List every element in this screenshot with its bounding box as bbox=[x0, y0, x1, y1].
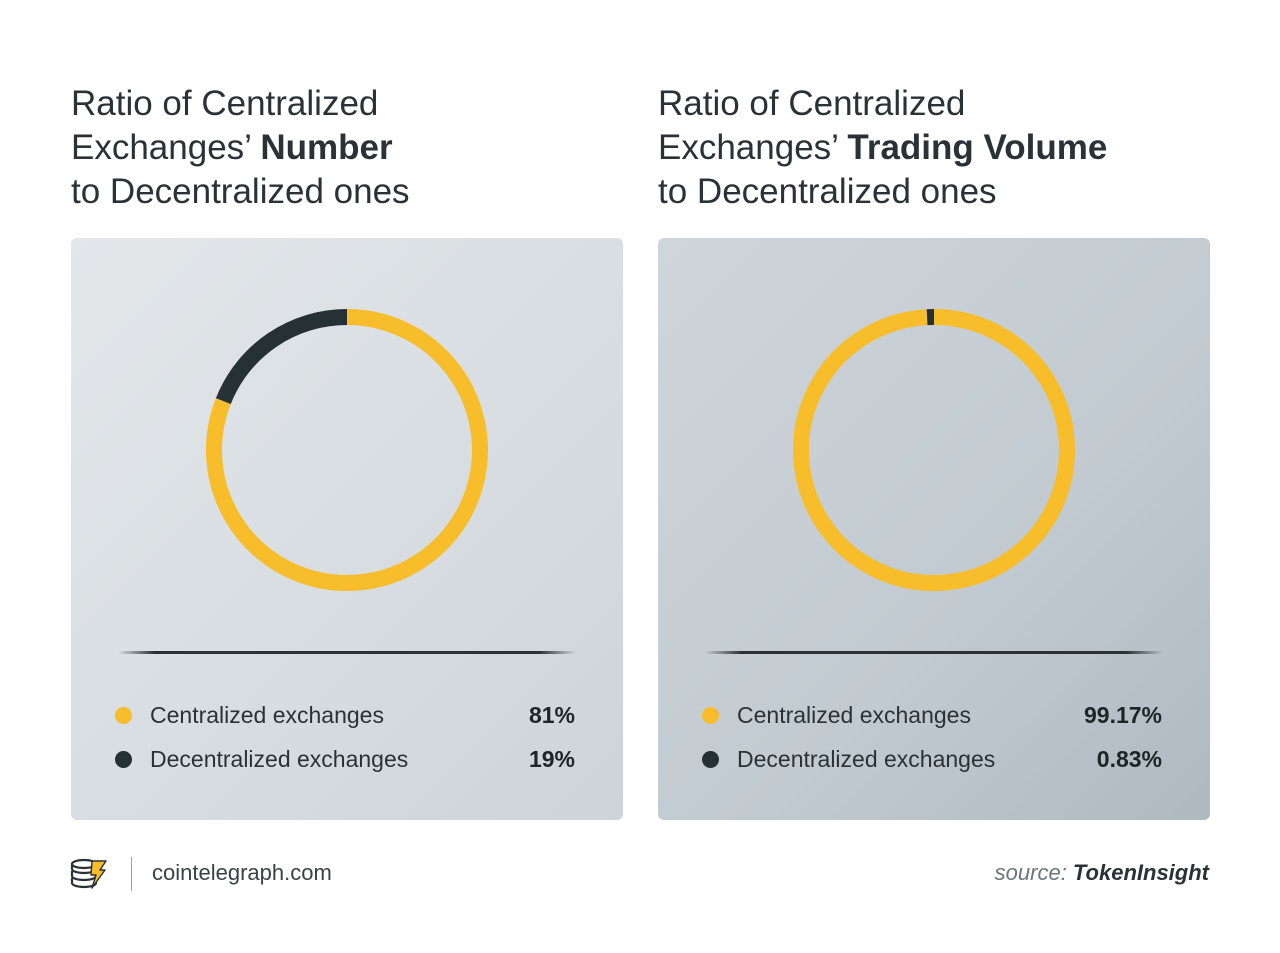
divider bbox=[118, 651, 576, 654]
footer-source: source: TokenInsight bbox=[995, 860, 1209, 886]
legend-value: 0.83% bbox=[1096, 746, 1162, 772]
title-line-2-bold: Trading Volume bbox=[847, 128, 1108, 167]
title-line-3: to Decentralized ones bbox=[71, 172, 410, 211]
donut-chart bbox=[206, 309, 488, 591]
source-name: TokenInsight bbox=[1072, 860, 1209, 885]
title-line-3: to Decentralized ones bbox=[658, 172, 997, 211]
legend-value: 81% bbox=[528, 702, 575, 728]
legend-dot-centralized bbox=[702, 707, 719, 724]
chart-title: Ratio of Centralized Exchanges’ Number t… bbox=[71, 82, 410, 214]
title-line-2-prefix: Exchanges’ bbox=[71, 128, 261, 167]
legend-dot-centralized bbox=[115, 707, 132, 724]
title-line-2-prefix: Exchanges’ bbox=[658, 128, 848, 167]
legend-label: Centralized exchanges bbox=[150, 702, 384, 728]
legend-value: 99.17% bbox=[1083, 702, 1162, 728]
title-line-2-bold: Number bbox=[260, 128, 393, 167]
donut-chart bbox=[793, 309, 1075, 591]
donut-segment-centralized bbox=[793, 309, 1075, 591]
title-line-1: Ratio of Centralized bbox=[658, 84, 966, 123]
legend-item-decentralized: Decentralized exchanges 0.83% bbox=[702, 744, 1162, 774]
cointelegraph-logo-icon bbox=[70, 858, 107, 889]
footer-site-link[interactable]: cointelegraph.com bbox=[152, 860, 332, 885]
footer-separator bbox=[131, 857, 132, 891]
legend-label: Decentralized exchanges bbox=[737, 746, 996, 772]
legend-item-centralized: Centralized exchanges 81% bbox=[115, 700, 575, 730]
donut-segment-decentralized bbox=[215, 309, 348, 405]
legend-label: Decentralized exchanges bbox=[150, 746, 409, 772]
title-line-1: Ratio of Centralized bbox=[71, 84, 379, 123]
chart-card: Centralized exchanges 99.17% Decentraliz… bbox=[658, 238, 1210, 820]
chart-card: Centralized exchanges 81% Decentralized … bbox=[71, 238, 623, 820]
legend-item-decentralized: Decentralized exchanges 19% bbox=[115, 744, 575, 774]
legend-item-centralized: Centralized exchanges 99.17% bbox=[702, 700, 1162, 730]
donut-segment-centralized bbox=[206, 309, 488, 591]
divider bbox=[705, 651, 1163, 654]
legend-dot-decentralized bbox=[702, 751, 719, 768]
legend-dot-decentralized bbox=[115, 751, 132, 768]
chart-title: Ratio of Centralized Exchanges’ Trading … bbox=[658, 82, 1107, 214]
legend-value: 19% bbox=[528, 746, 575, 772]
source-prefix: source: bbox=[994, 860, 1073, 885]
legend-label: Centralized exchanges bbox=[737, 702, 971, 728]
